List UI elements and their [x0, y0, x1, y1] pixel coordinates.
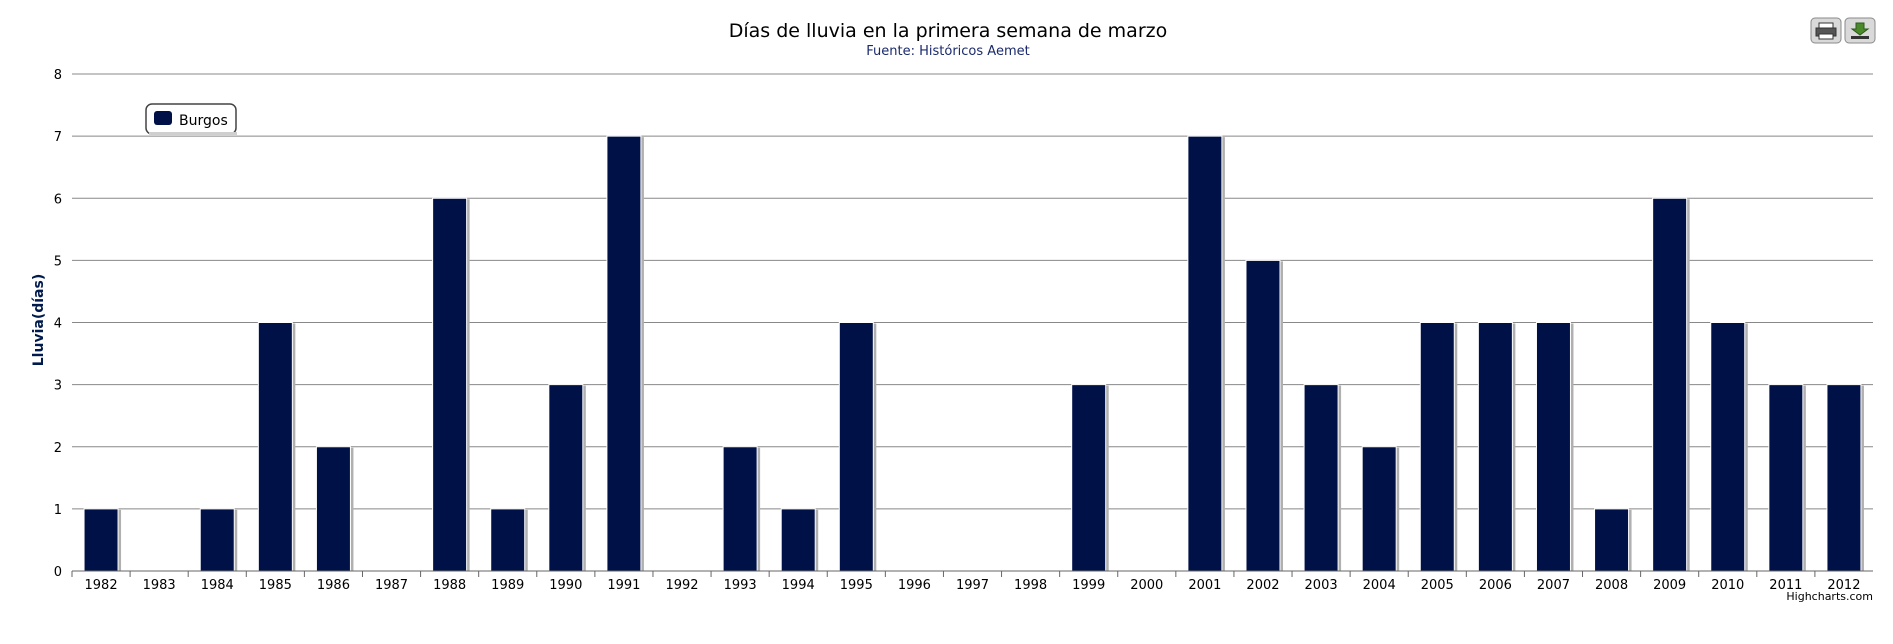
x-tick-label: 1991	[607, 578, 640, 593]
x-tick-label: 1993	[724, 578, 757, 593]
x-tick-label: 2005	[1421, 578, 1454, 593]
chart-subtitle: Fuente: Históricos Aemet	[866, 44, 1029, 59]
x-tick-label: 2011	[1769, 578, 1802, 593]
x-tick-label: 1988	[433, 578, 466, 593]
x-tick-label: 2001	[1188, 578, 1221, 593]
x-axis-ticks: 1982 1983 1984 1985 1986 1987 1988 1989 1990 1991…	[71, 570, 1873, 593]
x-tick-label: 2007	[1537, 578, 1570, 593]
x-tick-label: 2000	[1130, 578, 1163, 593]
y-tick-label: 2	[54, 441, 62, 456]
x-tick-label: 2009	[1653, 578, 1686, 593]
print-button[interactable]	[1810, 17, 1842, 44]
x-tick-label: 1982	[85, 578, 118, 593]
x-tick-label: 1996	[898, 578, 931, 593]
bar-2005[interactable]	[1419, 322, 1455, 572]
y-tick-label: 7	[54, 130, 62, 145]
x-tick-label: 1995	[840, 578, 873, 593]
x-tick-label: 1986	[317, 578, 350, 593]
chart-title: Días de lluvia en la primera semana de m…	[729, 20, 1167, 42]
bar-1989[interactable]	[490, 508, 526, 572]
bar-2010[interactable]	[1710, 322, 1746, 572]
bar-1999[interactable]	[1071, 384, 1107, 572]
bar-1984[interactable]	[199, 508, 235, 572]
grid-lines	[72, 73, 1873, 572]
y-tick-label: 1	[54, 503, 62, 518]
bar-1994[interactable]	[780, 508, 816, 572]
x-tick-label: 2006	[1479, 578, 1512, 593]
legend-item-label: Burgos	[179, 113, 228, 129]
bar-2001[interactable]	[1187, 135, 1223, 572]
x-tick-label: 1985	[259, 578, 292, 593]
y-tick-label: 0	[54, 565, 62, 580]
legend-box-shadow	[149, 132, 237, 135]
bar-2012[interactable]	[1826, 384, 1862, 572]
bar-1985[interactable]	[257, 322, 293, 572]
y-tick-label: 4	[54, 317, 62, 332]
bar-1982[interactable]	[83, 508, 119, 572]
export-button[interactable]	[1844, 17, 1876, 44]
bar-1991[interactable]	[606, 135, 642, 572]
y-tick-label: 8	[54, 68, 62, 83]
x-tick-label: 2004	[1363, 578, 1396, 593]
x-tick-label: 1989	[491, 578, 524, 593]
x-tick-label: 2012	[1827, 578, 1860, 593]
legend-swatch	[154, 111, 172, 125]
x-tick-label: 1997	[956, 578, 989, 593]
x-tick-label: 1990	[549, 578, 582, 593]
bar-2007[interactable]	[1535, 322, 1571, 572]
y-tick-label: 5	[54, 254, 62, 269]
bar-1990[interactable]	[548, 384, 584, 572]
download-icon	[1850, 22, 1870, 39]
bar-series	[83, 135, 1864, 572]
credits-link[interactable]: Highcharts.com	[1786, 590, 1873, 603]
x-tick-label: 1987	[375, 578, 408, 593]
bar-2006[interactable]	[1477, 322, 1513, 572]
bar-2009[interactable]	[1652, 197, 1688, 572]
bar-2008[interactable]	[1594, 508, 1630, 572]
y-tick-label: 3	[54, 379, 62, 394]
x-tick-label: 2003	[1305, 578, 1338, 593]
bar-2004[interactable]	[1361, 446, 1397, 572]
y-axis-label: Lluvia(días)	[31, 274, 47, 366]
bar-1993[interactable]	[722, 446, 758, 572]
y-tick-label: 6	[54, 192, 62, 207]
bar-2003[interactable]	[1303, 384, 1339, 572]
bar-1986[interactable]	[315, 446, 351, 572]
x-tick-label: 1998	[1014, 578, 1047, 593]
bar-2011[interactable]	[1768, 384, 1804, 572]
x-tick-label: 1984	[201, 578, 234, 593]
x-tick-label: 1992	[665, 578, 698, 593]
x-tick-label: 1994	[782, 578, 815, 593]
y-axis-ticks: 0 1 2 3 4 5 6 7 8	[54, 68, 62, 580]
x-tick-label: 2010	[1711, 578, 1744, 593]
bar-1988[interactable]	[432, 197, 468, 572]
printer-icon	[1815, 22, 1837, 40]
x-tick-label: 2008	[1595, 578, 1628, 593]
x-tick-label: 1983	[143, 578, 176, 593]
x-tick-label: 2002	[1246, 578, 1279, 593]
legend[interactable]: Burgos	[145, 103, 237, 135]
bar-1995[interactable]	[838, 322, 874, 572]
x-tick-label: 1999	[1072, 578, 1105, 593]
bar-2002[interactable]	[1245, 259, 1281, 572]
